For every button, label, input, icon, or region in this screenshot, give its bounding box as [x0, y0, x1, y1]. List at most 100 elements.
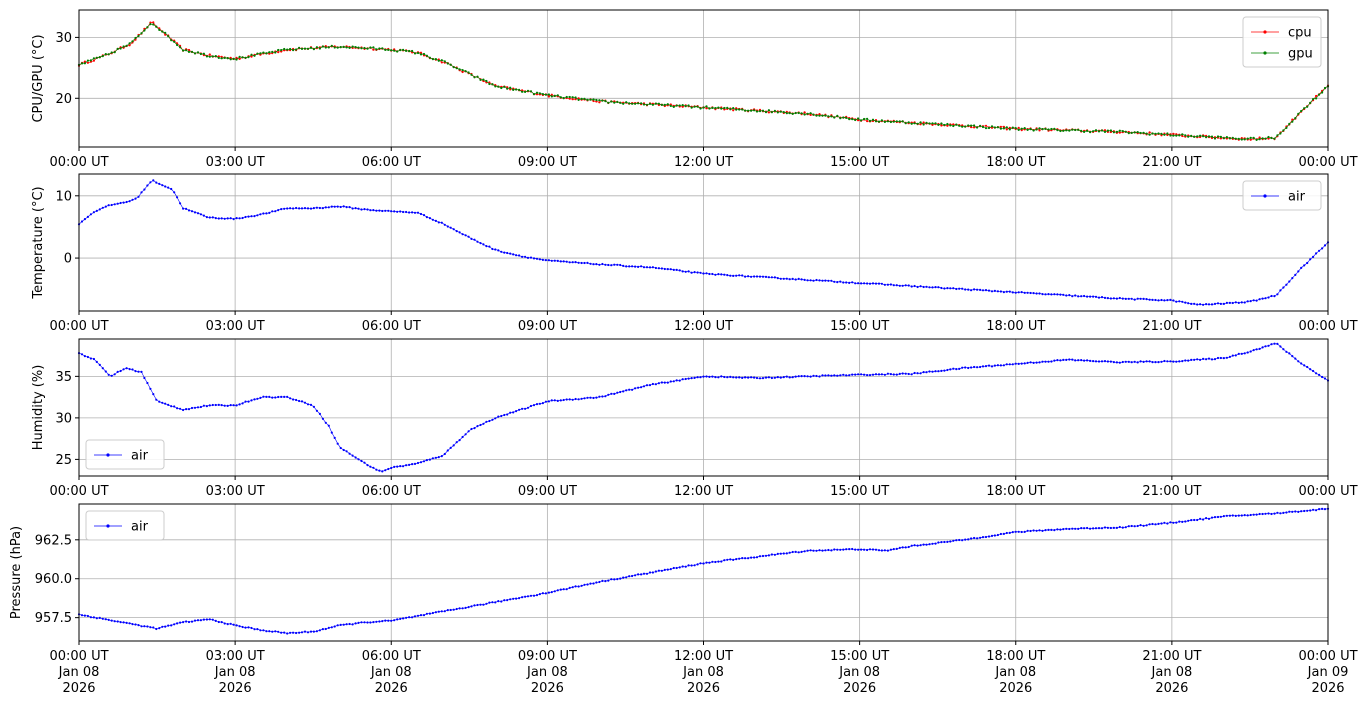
y-tick-label: 30 — [55, 411, 72, 426]
x-tick-label-line: 18:00 UT — [986, 484, 1045, 499]
x-tick-label-line: 00:00 UT — [1298, 649, 1357, 664]
x-tick-label: 21:00 UT Jan 08 2026 — [1142, 649, 1201, 696]
x-tick-label-line: 06:00 UT — [362, 649, 421, 664]
x-tick-label-line: 21:00 UT — [1142, 484, 1201, 499]
x-tick-label-line: 15:00 UT — [830, 155, 889, 170]
x-tick-label: 00:00 UT — [49, 319, 108, 334]
series-gpu — [77, 23, 1330, 142]
x-tick-label-line: Jan 09 — [1307, 665, 1349, 680]
x-tick-label: 03:00 UT — [206, 484, 265, 499]
x-tick-label-line: 2026 — [1311, 681, 1344, 696]
x-tick-label-line: 12:00 UT — [674, 155, 733, 170]
x-tick-label: 12:00 UT — [674, 319, 733, 334]
x-tick-label: 00:00 UT Jan 08 2026 — [49, 649, 108, 696]
legend-label-air: air — [131, 520, 149, 535]
legend-label-cpu: cpu — [1288, 26, 1312, 41]
x-tick-label-line: 12:00 UT — [674, 484, 733, 499]
legend-marker-cpu — [1263, 30, 1267, 34]
x-tick-label-line: 09:00 UT — [518, 319, 577, 334]
y-tick-label: 957.5 — [35, 611, 72, 626]
y-tick-label: 962.5 — [35, 533, 72, 548]
x-tick-label-line: 21:00 UT — [1142, 319, 1201, 334]
x-tick-label: 00:00 UT — [1298, 155, 1357, 170]
x-tick-label: 06:00 UT Jan 08 2026 — [362, 649, 421, 696]
x-tick-label: 00:00 UT — [1298, 319, 1357, 334]
x-tick-label: 15:00 UT — [830, 319, 889, 334]
y-tick-label: 10 — [55, 189, 72, 204]
legend-box — [85, 439, 165, 470]
x-tick-label-line: Jan 08 — [214, 665, 256, 680]
x-tick-label: 09:00 UT — [518, 484, 577, 499]
x-tick-label: 00:00 UT — [49, 155, 108, 170]
panel-2: 0 10 00:00 UT 03:00 UT 06:00 UT 09:00 UT 12:00… — [31, 173, 1358, 334]
x-tick-label-line: Jan 08 — [1151, 665, 1193, 680]
x-tick-label: 06:00 UT — [362, 155, 421, 170]
legend-box — [1242, 180, 1322, 211]
x-tick-label-line: 06:00 UT — [362, 319, 421, 334]
x-tick-label-line: 12:00 UT — [674, 319, 733, 334]
x-tick-label-line: 00:00 UT — [49, 484, 108, 499]
series-points-cpu — [77, 21, 1330, 141]
x-tick-label: 15:00 UT — [830, 155, 889, 170]
x-tick-label-line: 09:00 UT — [518, 484, 577, 499]
x-tick-label-line: 00:00 UT — [1298, 319, 1357, 334]
legend-label-air: air — [1288, 190, 1306, 205]
series-air — [77, 507, 1330, 635]
x-tick-label-line: 15:00 UT — [830, 484, 889, 499]
legend-marker-air — [1263, 194, 1267, 198]
x-tick-label-line: 2026 — [219, 681, 252, 696]
x-tick-label-line: 2026 — [62, 681, 95, 696]
x-tick-label-line: 00:00 UT — [1298, 155, 1357, 170]
panel-3: 25 30 35 00:00 UT 03:00 UT 06:00 UT 09:00 UT 12… — [31, 338, 1358, 499]
x-tick-label-line: 09:00 UT — [518, 155, 577, 170]
x-tick-label-line: 03:00 UT — [206, 649, 265, 664]
x-tick-label: 18:00 UT — [986, 319, 1045, 334]
x-tick-label-line: Jan 08 — [994, 665, 1036, 680]
x-tick-label-line: Jan 08 — [58, 665, 100, 680]
x-tick-label-line: 2026 — [687, 681, 720, 696]
x-tick-label: 12:00 UT — [674, 155, 733, 170]
x-tick-label-line: 09:00 UT — [518, 649, 577, 664]
x-tick-label: 00:00 UT Jan 09 2026 — [1298, 649, 1357, 696]
x-tick-label-line: 12:00 UT — [674, 649, 733, 664]
y-tick-label: 0 — [64, 252, 72, 267]
x-tick-label: 03:00 UT — [206, 155, 265, 170]
x-tick-label: 00:00 UT — [1298, 484, 1357, 499]
x-tick-label-line: 03:00 UT — [206, 155, 265, 170]
x-tick-label: 03:00 UT — [206, 319, 265, 334]
legend-marker-air — [106, 524, 110, 528]
y-axis-label: CPU/GPU (°C) — [31, 34, 46, 122]
y-tick-label: 25 — [55, 453, 72, 468]
x-tick-label-line: 03:00 UT — [206, 319, 265, 334]
x-tick-label-line: 2026 — [999, 681, 1032, 696]
x-tick-label: 18:00 UT — [986, 484, 1045, 499]
legend: cpu gpu — [1242, 16, 1322, 68]
legend: air — [85, 510, 165, 541]
series-air — [77, 179, 1330, 306]
x-tick-label-line: 15:00 UT — [830, 649, 889, 664]
y-axis-label: Pressure (hPa) — [9, 526, 24, 619]
x-tick-label: 00:00 UT — [49, 484, 108, 499]
y-tick-label: 35 — [55, 370, 72, 385]
x-tick-label-line: 18:00 UT — [986, 319, 1045, 334]
legend-box — [1242, 16, 1322, 68]
y-tick-label: 30 — [55, 31, 72, 46]
legend: air — [1242, 180, 1322, 211]
x-tick-label: 12:00 UT — [674, 484, 733, 499]
y-axis-label: Humidity (%) — [31, 365, 46, 451]
x-tick-label-line: 21:00 UT — [1142, 155, 1201, 170]
x-tick-label-line: 00:00 UT — [49, 319, 108, 334]
x-tick-label-line: 21:00 UT — [1142, 649, 1201, 664]
series-air — [77, 342, 1330, 473]
x-tick-label: 15:00 UT Jan 08 2026 — [830, 649, 889, 696]
x-tick-label: 09:00 UT — [518, 319, 577, 334]
series-points-air — [77, 179, 1330, 306]
x-tick-label-line: 2026 — [843, 681, 876, 696]
x-tick-label-line: 00:00 UT — [1298, 484, 1357, 499]
x-tick-label: 18:00 UT Jan 08 2026 — [986, 649, 1045, 696]
x-tick-label-line: 00:00 UT — [49, 649, 108, 664]
legend-label-gpu: gpu — [1288, 47, 1313, 62]
x-tick-label: 09:00 UT — [518, 155, 577, 170]
